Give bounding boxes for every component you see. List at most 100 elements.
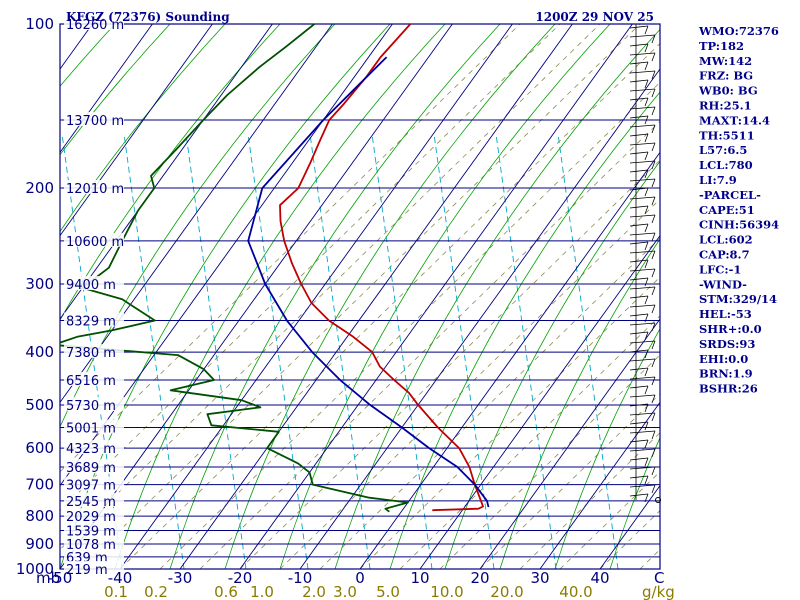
height-label-bg [64, 276, 124, 291]
wind-barb [629, 223, 649, 227]
wind-barb [629, 286, 656, 290]
moist-adiabat [169, 24, 501, 569]
moist-adiabat [444, 160, 660, 569]
wind-barb [629, 142, 656, 146]
stat-line: LI:7.9 [699, 173, 737, 187]
wind-barb-flag [644, 439, 649, 449]
sounding-time: 1200Z 29 NOV 25 [535, 10, 654, 24]
dry-adiabat [439, 354, 660, 569]
wind-barb [629, 241, 649, 245]
stat-line: CINH:56394 [699, 218, 779, 232]
temperature-tick-label: -40 [108, 569, 133, 587]
stat-line: LCL:602 [699, 233, 753, 247]
dry-adiabat [319, 237, 660, 569]
wind-barb-flag [651, 142, 656, 152]
height-label-bg [64, 232, 124, 247]
wind-barb [629, 79, 649, 83]
wind-barb [629, 376, 656, 380]
temperature-unit: C [654, 569, 664, 587]
height-label: 3097 m [66, 479, 116, 494]
dry-adiabat [239, 159, 660, 569]
wind-barb [629, 403, 649, 407]
dry-adiabat [399, 315, 660, 569]
dry-adiabat [79, 24, 641, 569]
wind-barb [629, 313, 649, 317]
wind-barb-flag [651, 214, 656, 224]
wind-barb [629, 187, 649, 191]
isotherm [419, 234, 660, 569]
mixing-ratio-line [557, 133, 619, 569]
dry-adiabat [279, 198, 660, 569]
wind-barb-flag [651, 448, 656, 458]
height-label: 5001 m [66, 421, 116, 436]
wind-barb-flag [644, 205, 649, 215]
wind-barb-flag [644, 421, 649, 431]
wind-barb-flag [651, 304, 656, 314]
height-label: 16260 m [66, 18, 124, 33]
moist-adiabat [60, 24, 171, 156]
wind-barb [629, 412, 656, 416]
mixing-ratio-tick-label: 3.0 [333, 583, 357, 600]
wind-barb-flag [644, 313, 649, 323]
wind-barb-flag [651, 376, 656, 386]
height-label: 10600 m [66, 235, 124, 250]
wind-barb [629, 52, 656, 56]
wind-barb-flag [651, 286, 656, 296]
wind-barb-flag [644, 403, 649, 413]
pressure-unit: mb [36, 569, 60, 587]
mixing-ratio-line [309, 133, 371, 569]
wind-barb [629, 205, 649, 209]
wind-barb-flag [644, 151, 649, 161]
wind-barb [629, 106, 656, 110]
height-label: 13700 m [66, 114, 124, 129]
wind-barb-flag [651, 52, 656, 62]
wind-barb-flag [651, 106, 656, 116]
stat-line: WB0: BG [698, 84, 758, 98]
wind-barb [629, 34, 656, 38]
height-label-bg [64, 180, 124, 195]
parcel-trace [247, 56, 490, 508]
temperature-tick-label: 30 [530, 569, 549, 587]
wind-barb-flag [644, 385, 649, 395]
height-label-bg [64, 312, 124, 327]
stat-line: -PARCEL- [699, 188, 761, 202]
height-label: 219 m [66, 563, 108, 578]
height-label: 2545 m [66, 495, 116, 510]
pressure-tick-label: 600 [25, 439, 54, 457]
height-label-bg [64, 372, 124, 387]
mixing-ratio-tick-label: 10.0 [430, 583, 463, 600]
wind-barb-flag [644, 277, 649, 287]
moist-adiabat [499, 238, 660, 569]
height-label-bg [64, 459, 124, 474]
stat-line: L57:6.5 [699, 143, 747, 157]
height-label: 12010 m [66, 182, 124, 197]
wind-barb [629, 277, 649, 281]
dry-adiabat [60, 24, 521, 473]
temperature-tick-label: 10 [410, 569, 429, 587]
moist-adiabat [389, 91, 660, 569]
wind-barb [629, 358, 656, 362]
wind-barb-flag [644, 43, 649, 53]
wind-barb-flag [651, 394, 656, 404]
isotherm [119, 24, 513, 569]
wind-barb-flag [644, 241, 649, 251]
pressure-tick-label: 200 [25, 179, 54, 197]
height-label: 5730 m [66, 399, 116, 414]
wind-barb-flag [651, 358, 656, 368]
stat-line: HEL:-53 [699, 307, 752, 321]
wind-barb-flag [644, 79, 649, 89]
temperature-tick-label: 40 [590, 569, 609, 587]
wind-barb [629, 124, 656, 128]
wind-barb [629, 457, 649, 461]
moist-adiabat [114, 24, 446, 569]
mixing-ratio-tick-label: 40.0 [559, 583, 592, 600]
wind-barb-flag [644, 97, 649, 107]
wind-barb [629, 484, 656, 488]
stat-line: LCL:780 [699, 158, 753, 172]
wind-barb-flag [644, 475, 649, 485]
stat-line: SHR+:0.0 [699, 322, 762, 336]
wind-barb-flag [644, 187, 649, 197]
stat-line: WMO:72376 [698, 24, 779, 38]
